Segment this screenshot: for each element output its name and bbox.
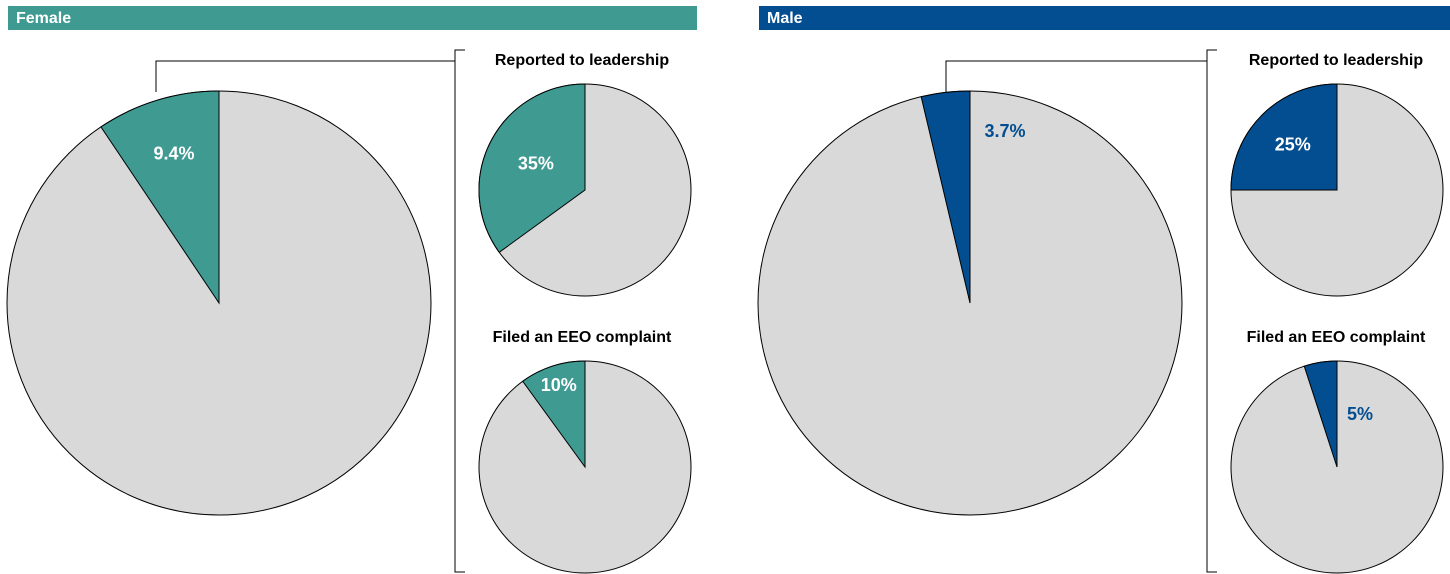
panel-header	[8, 6, 697, 30]
pie-title: Reported to leadership	[495, 52, 669, 69]
data-label: 5%	[1347, 404, 1373, 424]
pie-title: Reported to leadership	[1249, 52, 1423, 69]
data-label: 35%	[518, 154, 554, 174]
pie-slice	[1303, 360, 1338, 468]
data-label: 10%	[541, 375, 577, 395]
pie-title: Filed an EEO complaint	[1247, 329, 1426, 346]
bracket	[155, 49, 465, 573]
pie-slice	[100, 90, 220, 305]
pie-slice	[521, 360, 586, 469]
data-label: 3.7%	[984, 121, 1025, 141]
pie-slice	[1230, 83, 1338, 191]
panel-header	[759, 6, 1450, 30]
panel-title: Female	[16, 10, 71, 27]
panel-title: Male	[767, 10, 803, 27]
data-label: 25%	[1275, 135, 1311, 155]
bracket	[945, 49, 1217, 573]
pie-title: Filed an EEO complaint	[493, 329, 672, 346]
pie-slice	[478, 83, 586, 254]
data-label: 9.4%	[153, 144, 194, 164]
pie-slice	[920, 90, 971, 304]
